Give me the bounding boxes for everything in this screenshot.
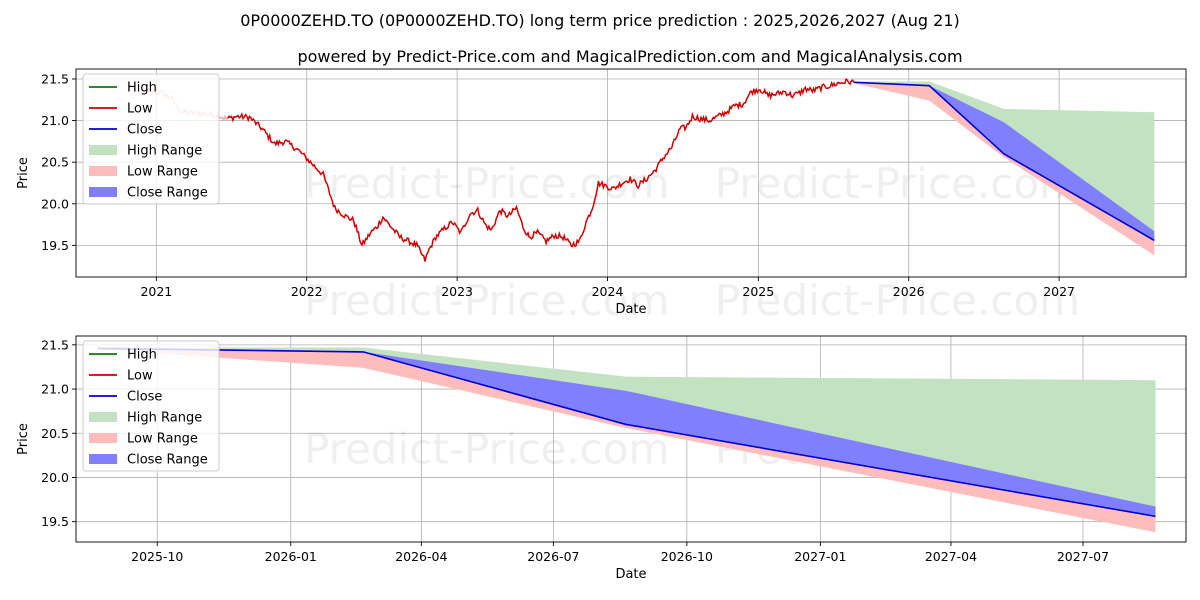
legend-high-label: High <box>127 81 157 96</box>
legend-high-range-label: High Range <box>127 144 202 159</box>
plot-frame <box>75 68 1187 278</box>
x-tick-label: 2025 <box>742 284 774 299</box>
x-tick-label: 2026-01 <box>265 549 317 564</box>
legend-close-range-label: Close Range <box>127 186 208 201</box>
x-tick-label: 2027-04 <box>925 549 977 564</box>
x-tick-label: 2026-04 <box>395 549 447 564</box>
x-tick-label: 2026-07 <box>527 549 579 564</box>
legend-low-range-swatch <box>89 433 117 443</box>
forecast-panel: 2025-10 2026-01 2026-04 2026-07 2026-10 2027-… <box>16 335 1187 582</box>
y-tick-label: 21.0 <box>41 382 69 397</box>
watermark-text: Predict-Price.com <box>304 159 669 208</box>
close-forecast-line <box>853 81 1155 242</box>
y-axis-label: Price <box>16 157 31 189</box>
y-tick-label: 19.5 <box>41 514 69 529</box>
y-tick-label: 20.5 <box>41 155 69 170</box>
x-tick-label: 2026-10 <box>661 549 713 564</box>
watermark-text: Predict-Price.com <box>304 276 669 325</box>
y-tick-label: 20.0 <box>41 470 69 485</box>
x-tick-label: 2027-07 <box>1057 549 1109 564</box>
x-axis-label: Date <box>615 302 646 317</box>
y-tick-label: 21.5 <box>41 337 69 352</box>
x-axis-label: Date <box>615 567 646 582</box>
legend-high-label: High <box>127 348 157 363</box>
low-history-line <box>227 77 855 262</box>
legend-low-range-swatch <box>89 166 117 176</box>
high-range-area <box>97 347 1156 517</box>
legend-close-label: Close <box>127 123 162 138</box>
y-axis-label: Price <box>16 423 31 455</box>
x-tick-label: 2025-10 <box>131 549 183 564</box>
high-range-area <box>853 81 1155 241</box>
y-tick-label: 20.5 <box>41 426 69 441</box>
legend-high-range-swatch <box>89 412 117 422</box>
plot-frame <box>75 335 1187 543</box>
plot-area <box>97 347 1156 533</box>
close-forecast-line <box>97 347 1156 518</box>
y-tick-label: 21.0 <box>41 113 69 128</box>
y-tick-label: 21.5 <box>41 71 69 86</box>
legend-close-range-label: Close Range <box>127 453 208 468</box>
legend-high-range-swatch <box>89 145 117 155</box>
legend-low-label: Low <box>127 369 153 384</box>
x-tick-label: 2021 <box>140 284 172 299</box>
x-tick-label: 2027 <box>1043 284 1075 299</box>
history-panel: 2021 2022 2023 2024 2025 2026 2027 19.5 20.0 20.5… <box>16 68 1187 325</box>
x-tick-label: 2026 <box>893 284 925 299</box>
chart-title: 0P0000ZEHD.TO (0P0000ZEHD.TO) long term … <box>240 11 960 30</box>
x-tick-label: 2027-01 <box>794 549 846 564</box>
legend-close-range-swatch <box>89 454 117 464</box>
legend-low-label: Low <box>127 102 153 117</box>
x-tick-label: 2022 <box>291 284 323 299</box>
watermark-text: Predict-Price.com <box>304 425 669 474</box>
legend-high-range-label: High Range <box>127 411 202 426</box>
x-tick-label: 2024 <box>592 284 624 299</box>
x-tick-label: 2023 <box>441 284 473 299</box>
legend-close-range-swatch <box>89 187 117 197</box>
legend-low-range-label: Low Range <box>127 432 198 447</box>
y-tick-label: 19.5 <box>41 238 69 253</box>
legend-close-label: Close <box>127 390 162 405</box>
legend-low-range-label: Low Range <box>127 165 198 180</box>
y-tick-label: 20.0 <box>41 196 69 211</box>
chart-subtitle: powered by Predict-Price.com and Magical… <box>297 47 962 66</box>
watermark-text: Predict-Price.com <box>715 276 1080 325</box>
